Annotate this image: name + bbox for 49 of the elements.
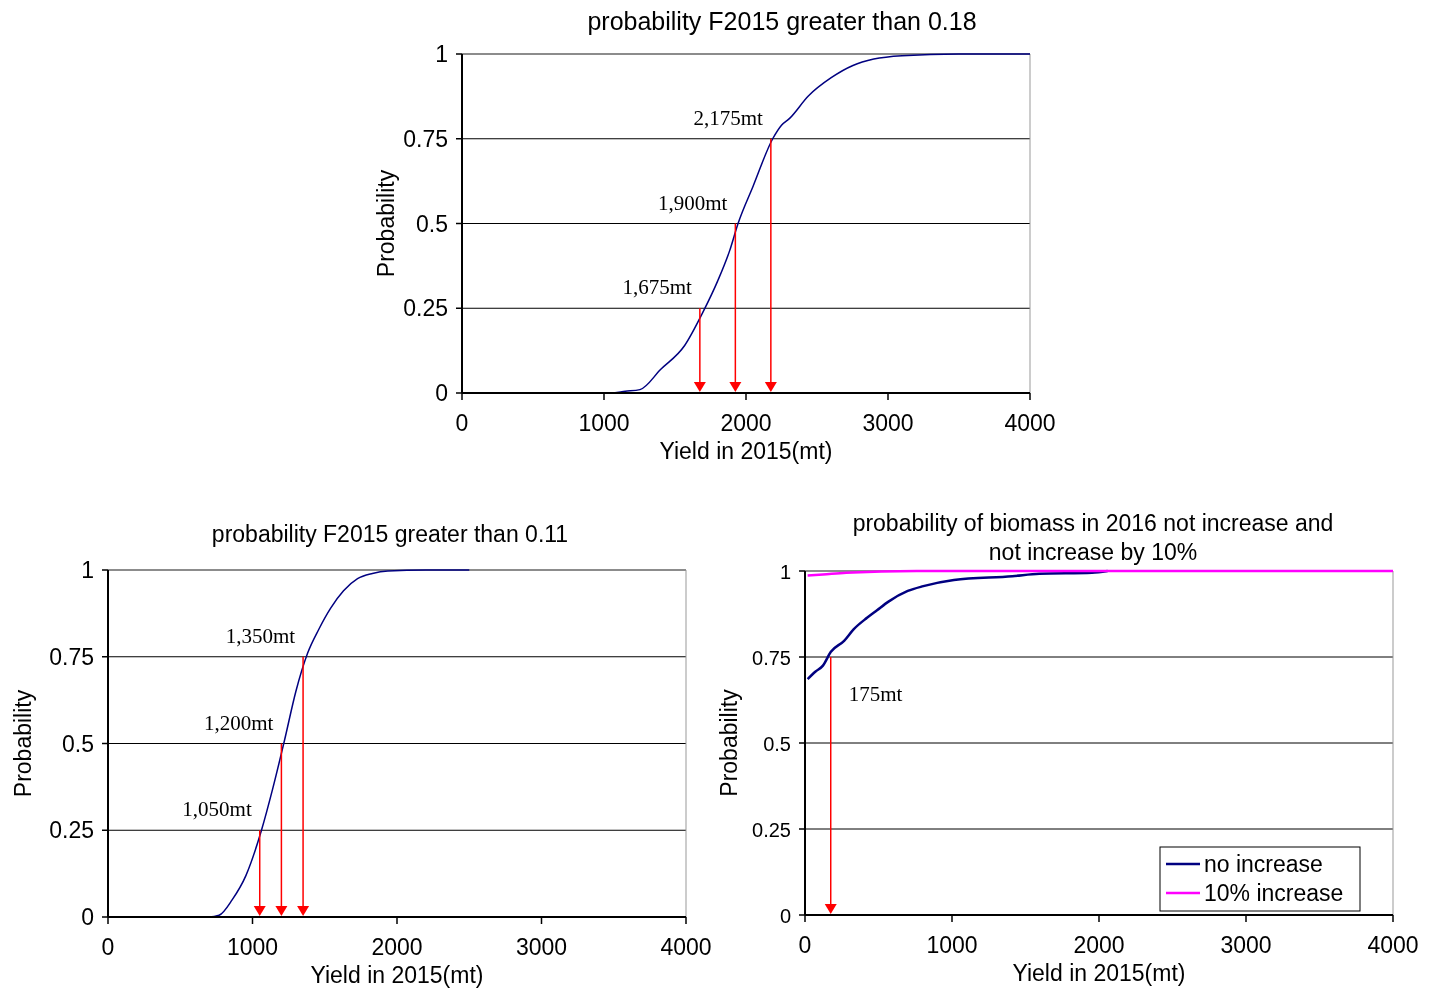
annotation: 1,200mt	[203, 710, 274, 735]
legend-label: 10% increase	[1204, 880, 1344, 906]
line-series	[806, 569, 1109, 681]
y-tick-label: 0	[81, 904, 94, 930]
chart-title: probability F2015 greater than 0.18	[587, 7, 977, 35]
y-tick-label: 0.25	[752, 819, 791, 841]
annotation: 1,050mt	[182, 797, 252, 822]
annotation: 1,675mt	[622, 275, 693, 300]
x-axis-title: Yield in 2015(mt)	[310, 962, 484, 988]
y-tick-label: 0.75	[403, 125, 448, 152]
y-tick-label: 0.5	[763, 733, 791, 755]
y-tick-label: 0.5	[62, 730, 94, 757]
y-tick-label: 0.75	[49, 643, 94, 670]
x-tick-label: 4000	[1004, 410, 1056, 436]
y-tick-label: 0	[779, 905, 791, 927]
x-axis-title: Yield in 2015(mt)	[1012, 960, 1186, 986]
annotation: 175mt	[848, 682, 903, 706]
x-tick-label: 4000	[660, 934, 712, 960]
y-tick-label: 0.5	[416, 210, 448, 237]
y-axis-title: Probability	[10, 689, 36, 798]
x-tick-label: 0	[101, 934, 115, 960]
x-tick-label: 3000	[1220, 932, 1272, 958]
x-tick-label: 1000	[226, 934, 279, 960]
legend-label: no increase	[1204, 851, 1323, 877]
x-tick-label: 2000	[720, 410, 772, 436]
x-tick-label: 1000	[926, 932, 978, 958]
x-tick-label: 1000	[578, 410, 630, 436]
x-tick-label: 0	[798, 932, 812, 958]
chart-title: probability F2015 greater than 0.11	[211, 521, 569, 547]
x-tick-label: 2000	[371, 934, 423, 960]
y-tick-label: 0.25	[403, 295, 448, 322]
x-axis-title: Yield in 2015(mt)	[659, 438, 833, 464]
chart-title: probability of biomass in 2016 not increase and not increase by 10%	[852, 510, 1334, 565]
y-tick-label: 1	[81, 557, 94, 583]
x-tick-label: 3000	[862, 410, 914, 436]
y-tick-label: 1	[779, 561, 791, 583]
y-tick-label: 0.75	[752, 647, 791, 669]
y-tick-label: 0.25	[49, 817, 94, 844]
y-axis-title: Probability	[716, 688, 742, 797]
x-tick-label: 3000	[515, 934, 568, 960]
x-tick-label: 4000	[1367, 932, 1419, 958]
y-tick-label: 0	[435, 380, 448, 406]
annotation: 1,350mt	[225, 623, 296, 648]
annotation: 2,175mt	[693, 105, 764, 130]
x-tick-label: 2000	[1073, 932, 1125, 958]
y-tick-label: 1	[435, 41, 448, 67]
annotation: 1,900mt	[657, 190, 728, 215]
x-tick-label: 0	[455, 410, 469, 436]
y-axis-title: Probability	[373, 169, 399, 278]
